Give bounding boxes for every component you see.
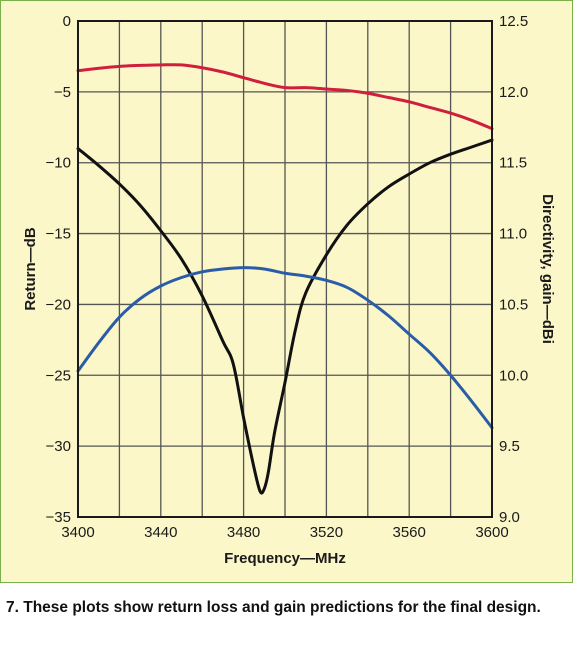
chart-svg: 3400 3440 3480 3520 3560 3600 0 −5 −10 −15 −20 −25 −… bbox=[22, 13, 556, 567]
y-left-tick-label: −15 bbox=[46, 226, 71, 243]
y-left-tick-label: −35 bbox=[46, 509, 71, 526]
y-left-tick-label: 0 bbox=[63, 13, 71, 30]
tick-layer: 3400 3440 3480 3520 3560 3600 0 −5 −10 −15 −20 −25 −… bbox=[46, 13, 529, 541]
x-tick-label: 3480 bbox=[227, 524, 260, 541]
y-left-tick-label: −10 bbox=[46, 155, 71, 172]
y-right-tick-label: 12.5 bbox=[499, 13, 528, 30]
y-right-tick-label: 10.5 bbox=[499, 296, 528, 313]
y-left-tick-label: −25 bbox=[46, 367, 71, 384]
y-left-tick-label: −30 bbox=[46, 438, 71, 455]
x-tick-label: 3440 bbox=[144, 524, 177, 541]
plot-frame bbox=[77, 20, 493, 518]
y-right-tick-label: 9.0 bbox=[499, 509, 520, 526]
y-right-tick-label: 11.0 bbox=[499, 226, 527, 243]
y-axis-right-title: Directivity, gain—dBi bbox=[539, 194, 556, 344]
y-right-tick-label: 11.5 bbox=[499, 155, 527, 172]
x-tick-label: 3560 bbox=[393, 524, 426, 541]
grid-layer bbox=[77, 20, 493, 518]
y-left-tick-label: −5 bbox=[54, 84, 71, 101]
x-tick-label: 3600 bbox=[475, 524, 508, 541]
y-right-tick-label: 12.0 bbox=[499, 84, 528, 101]
figure-caption: 7. These plots show return loss and gain… bbox=[6, 599, 541, 616]
series-layer bbox=[76, 63, 494, 495]
y-left-tick-label: −20 bbox=[46, 296, 71, 313]
y-right-tick-label: 9.5 bbox=[499, 438, 520, 455]
y-axis-left-title: Return—dB bbox=[22, 227, 39, 310]
gain-series-line bbox=[76, 266, 494, 430]
x-tick-label: 3520 bbox=[310, 524, 343, 541]
x-tick-label: 3400 bbox=[61, 524, 94, 541]
chart-figure: 3400 3440 3480 3520 3560 3600 0 −5 −10 −15 −20 −25 −… bbox=[0, 0, 573, 583]
directivity-series-line bbox=[76, 63, 494, 131]
y-right-tick-label: 10.0 bbox=[499, 367, 528, 384]
x-axis-title: Frequency—MHz bbox=[224, 550, 346, 567]
return_loss-series-line bbox=[76, 138, 494, 495]
